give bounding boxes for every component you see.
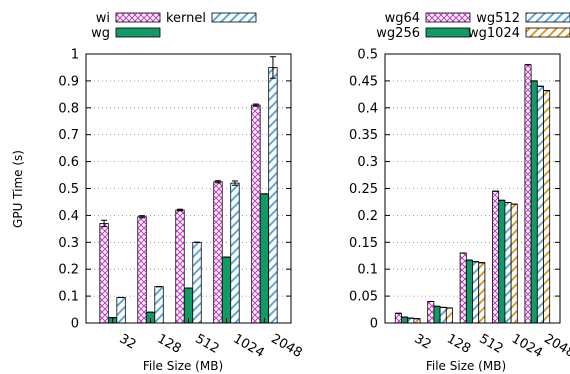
- bar-wg: [259, 193, 270, 324]
- bars: [394, 64, 551, 324]
- bar-wi: [175, 209, 185, 324]
- x-tick-label: 32: [412, 331, 434, 352]
- legend-label: wg1024: [468, 26, 520, 41]
- legend-swatch: [425, 27, 471, 38]
- y-tick-label: 0.1: [357, 263, 378, 278]
- x-tick-label: 512: [477, 331, 506, 356]
- bar-wg512: [504, 202, 512, 324]
- y-tick-label: 1: [71, 48, 79, 63]
- plot-frame: [384, 53, 561, 324]
- x-tick-label: 512: [193, 331, 222, 356]
- bar-wg64: [524, 64, 532, 324]
- x-tick-label: 32: [117, 331, 139, 352]
- y-tick-label: 0.35: [349, 128, 378, 143]
- legend-swatch: [525, 12, 570, 23]
- y-tick-labels: 0 0.05 0.1 0.15 0.2 0.25 0.3 0.35 0.4 0.45 0.5: [349, 48, 560, 332]
- y-tick-label: 0.8: [58, 101, 79, 116]
- legend-label: kernel: [166, 11, 206, 26]
- bar-wg512: [407, 317, 415, 324]
- plot-frame: [85, 53, 292, 324]
- y-tick-label: 0.25: [349, 182, 378, 197]
- bar-wg1024: [445, 307, 453, 324]
- legend-label: wg512: [476, 11, 520, 26]
- bar-wg: [221, 256, 232, 324]
- y-tick-label: 0.15: [349, 236, 378, 251]
- x-tick-label: 128: [155, 331, 184, 356]
- y-tick-label: 0.9: [58, 74, 79, 89]
- y-axis-label: GPU Time (s): [11, 150, 25, 228]
- legend-swatch: [525, 27, 570, 38]
- bar-wg256: [465, 259, 473, 324]
- bar-wg1024: [478, 262, 486, 324]
- bar-wg256: [433, 305, 441, 324]
- legend-label: wg64: [385, 11, 420, 26]
- bar-wg512: [439, 306, 447, 324]
- bars: [99, 56, 278, 324]
- y-tick-labels: 0 0.1 0.2 0.3 0.4 0.5 0.6 0.7 0.8 0.9 1: [58, 48, 291, 332]
- chart-left: 0 0.1 0.2 0.3 0.4 0.5 0.6 0.7 0.8 0.9 1 32 128 512 10…: [11, 11, 305, 373]
- y-tick-label: 0.7: [58, 128, 79, 143]
- bar-kernel: [192, 241, 202, 324]
- bar-wg64: [492, 190, 500, 324]
- bar-kernel: [116, 297, 126, 324]
- bar-wg1024: [413, 318, 421, 324]
- bar-wg512: [536, 85, 544, 324]
- bar-wg1024: [510, 203, 518, 324]
- bar-wi: [137, 216, 147, 324]
- y-tick-label: 0.5: [58, 182, 79, 197]
- bar-kernel: [268, 67, 278, 324]
- x-tick-label: 1024: [509, 331, 545, 361]
- y-tick-label: 0.3: [58, 236, 79, 251]
- bar-wg256: [498, 199, 506, 324]
- legend-swatch: [115, 12, 161, 23]
- y-tick-label: 0.2: [357, 209, 378, 224]
- y-tick-label: 0.5: [357, 48, 378, 63]
- bar-wg1024: [543, 90, 551, 324]
- y-tick-label: 0.4: [58, 209, 79, 224]
- bar-kernel: [154, 286, 164, 324]
- y-tick-label: 0.3: [357, 155, 378, 170]
- legend-label: wg256: [376, 26, 420, 41]
- bar-wg256: [401, 316, 409, 324]
- bar-wi: [251, 104, 261, 324]
- chart-right: 0 0.05 0.1 0.15 0.2 0.25 0.3 0.35 0.4 0.45 0.5 32 1…: [349, 11, 570, 373]
- y-tick-label: 0.4: [357, 101, 378, 116]
- legend-label: wg: [91, 26, 110, 41]
- bar-kernel: [230, 182, 240, 324]
- y-tick-label: 0.45: [349, 74, 378, 89]
- bar-wi: [213, 181, 223, 324]
- legend-swatch: [211, 12, 257, 23]
- x-tick-label: 2048: [268, 331, 304, 361]
- x-tick-label: 128: [444, 331, 473, 356]
- legend-label: wi: [96, 11, 110, 26]
- y-tick-label: 0.05: [349, 290, 378, 305]
- bar-wg256: [530, 80, 538, 324]
- x-tick-label: 1024: [230, 331, 266, 361]
- legend-swatch: [115, 27, 161, 38]
- bar-wg512: [472, 261, 480, 324]
- y-tick-label: 0.2: [58, 263, 79, 278]
- x-axis-label: File Size (MB): [426, 359, 506, 373]
- y-tick-label: 0: [370, 317, 378, 332]
- bar-wg64: [394, 312, 402, 324]
- bar-wg64: [459, 252, 467, 324]
- y-tick-label: 0.1: [58, 290, 79, 305]
- y-tick-label: 0: [71, 317, 79, 332]
- legend-swatch: [425, 12, 471, 23]
- bar-wg64: [427, 301, 435, 324]
- x-tick-label: 2048: [541, 331, 570, 361]
- x-axis-label: File Size (MB): [143, 359, 223, 373]
- bar-wg: [183, 287, 194, 324]
- bar-wi: [99, 223, 109, 324]
- y-tick-label: 0.6: [58, 155, 79, 170]
